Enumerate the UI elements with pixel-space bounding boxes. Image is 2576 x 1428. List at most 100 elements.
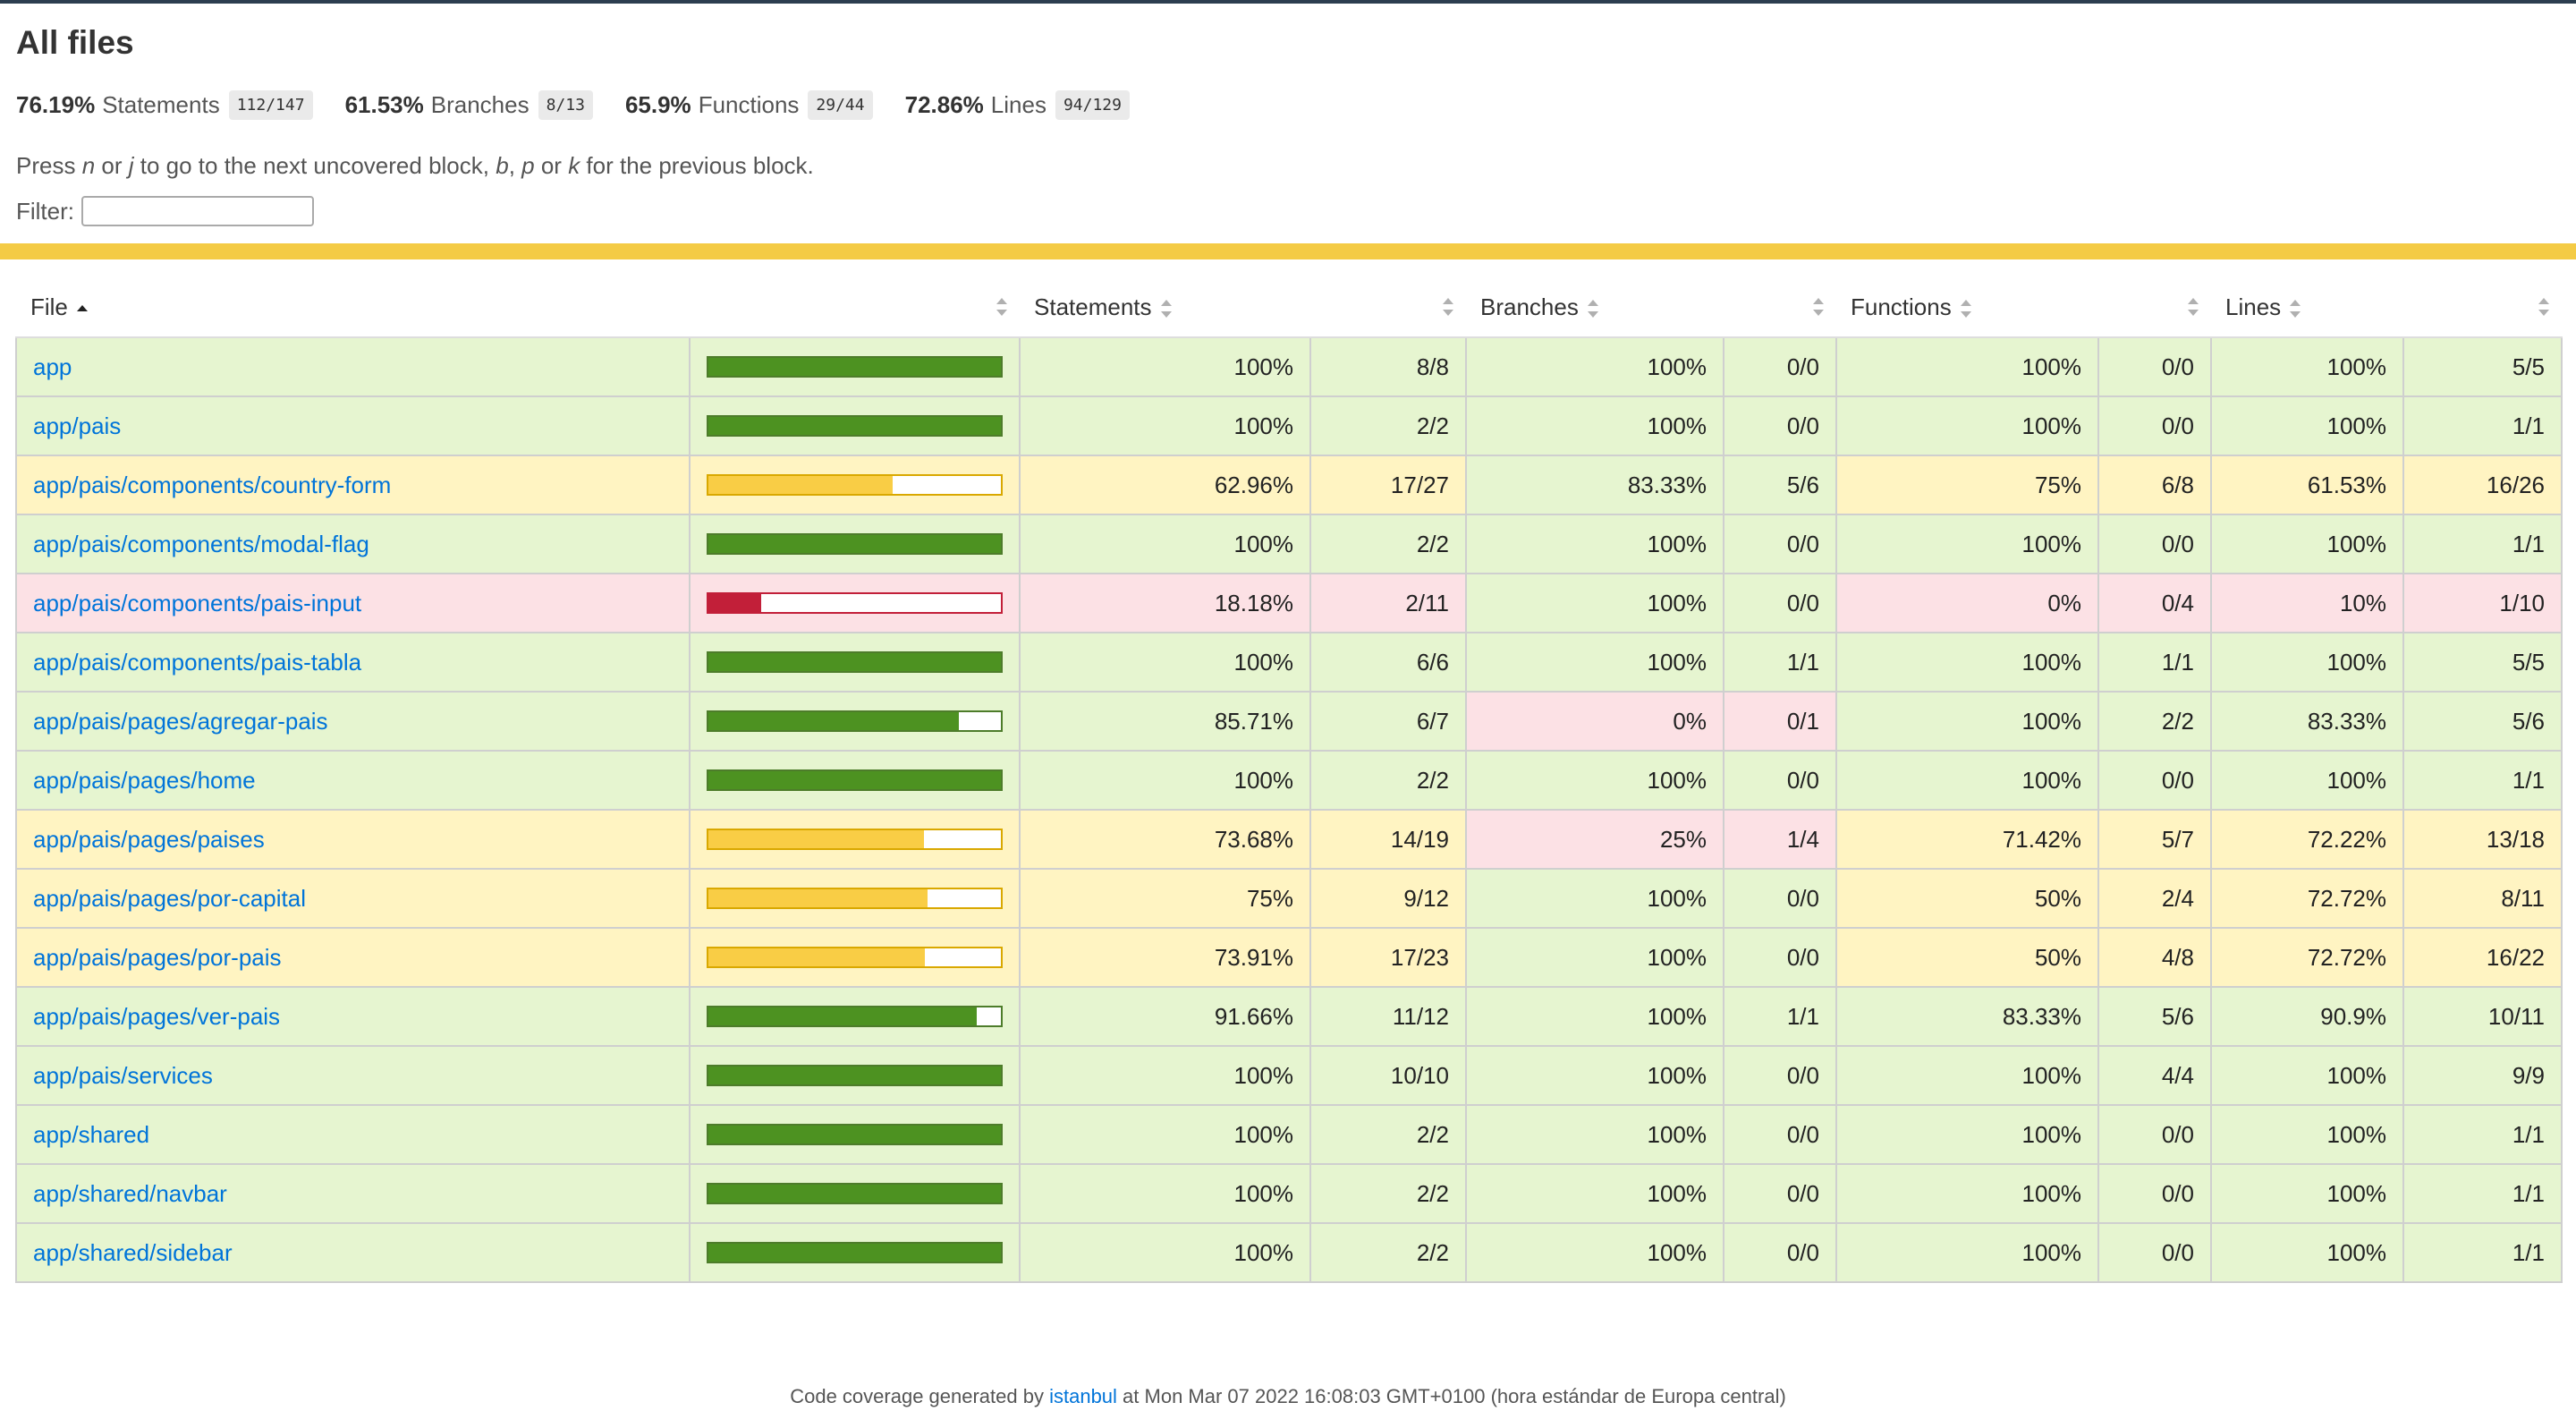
coverage-bar-cell [689,336,1021,397]
column-header-functions-raw[interactable] [2098,277,2211,338]
file-link[interactable]: app/shared [33,1120,150,1148]
column-header-branches[interactable]: Branches [1466,277,1724,338]
file-link[interactable]: app/pais/pages/ver-pais [33,1002,281,1030]
coverage-bar [707,1006,1003,1027]
branches-pct-cell: 100% [1465,632,1724,693]
branches-pct-cell: 0% [1465,691,1724,752]
branches-fraction-cell: 0/0 [1723,336,1837,397]
file-cell: app/pais/pages/paises [15,809,691,870]
statements-pct-cell: 100% [1019,336,1311,397]
statements-fraction-cell: 14/19 [1309,809,1467,870]
functions-pct-cell: 75% [1835,455,2099,515]
lines-pct-cell: 100% [2210,336,2404,397]
branches-fraction-cell: 0/0 [1723,868,1837,929]
file-link[interactable]: app/pais/components/pais-tabla [33,648,362,676]
lines-fraction-cell: 1/1 [2402,1104,2563,1165]
file-link[interactable]: app/pais/pages/por-pais [33,943,282,971]
column-header-lines-raw[interactable] [2403,277,2562,338]
summary-functions-fraction: 29/44 [808,89,873,120]
branches-pct-cell: 25% [1465,809,1724,870]
coverage-bar [707,947,1003,968]
lines-pct-cell: 10% [2210,573,2404,633]
coverage-bar [707,829,1003,850]
statements-pct-cell: 100% [1019,1104,1311,1165]
coverage-bar-fill [708,1067,1001,1084]
statements-pct-cell: 100% [1019,750,1311,811]
branches-fraction-cell: 0/1 [1723,691,1837,752]
file-link[interactable]: app/pais/services [33,1061,213,1089]
file-link[interactable]: app/shared/navbar [33,1179,227,1207]
lines-fraction-cell: 5/6 [2402,691,2563,752]
coverage-bar [707,415,1003,437]
lines-fraction-cell: 16/22 [2402,927,2563,988]
column-header-file-bar[interactable] [690,277,1020,338]
filter-input[interactable] [81,196,314,226]
lines-fraction-cell: 5/5 [2402,336,2563,397]
footer: Code coverage generated by istanbul at M… [790,1385,1786,1407]
branches-pct-cell: 100% [1465,868,1724,929]
sort-icon [1587,299,1598,318]
file-link[interactable]: app/pais/components/modal-flag [33,530,369,557]
functions-pct-cell: 100% [1835,395,2099,456]
istanbul-link[interactable]: istanbul [1049,1385,1117,1407]
statements-fraction-cell: 6/7 [1309,691,1467,752]
summary-branches-pct: 61.53% [344,90,424,118]
file-link[interactable]: app/pais/pages/por-capital [33,884,306,912]
branches-pct-cell: 100% [1465,927,1724,988]
branches-pct-cell: 100% [1465,1104,1724,1165]
coverage-bar-cell [689,1163,1021,1224]
summary-branches-fraction: 8/13 [538,89,593,120]
file-link[interactable]: app/pais/components/pais-input [33,589,362,616]
column-header-file[interactable]: File [16,277,690,338]
coverage-bar-cell [689,1104,1021,1165]
file-link[interactable]: app/pais/pages/home [33,766,256,794]
coverage-bar-fill [708,1185,1001,1203]
lines-fraction-cell: 1/1 [2402,395,2563,456]
statements-pct-cell: 62.96% [1019,455,1311,515]
sort-ascending-icon [76,300,88,318]
file-cell: app/pais/pages/por-capital [15,868,691,929]
lines-pct-cell: 72.22% [2210,809,2404,870]
functions-pct-cell: 50% [1835,927,2099,988]
column-header-statements-raw[interactable] [1310,277,1466,338]
file-link[interactable]: app/pais [33,412,122,439]
sort-icon [1813,298,1824,316]
file-cell: app/pais/components/modal-flag [15,514,691,574]
summary-branches-label: Branches [430,90,530,118]
summary-branches: 61.53% Branches 8/13 [344,89,593,120]
coverage-table: File Statements Branches Functions Lines… [15,277,2563,1283]
file-link[interactable]: app [33,353,72,380]
file-cell: app/pais/pages/por-pais [15,927,691,988]
column-header-branches-raw[interactable] [1724,277,1836,338]
lines-fraction-cell: 9/9 [2402,1045,2563,1106]
branches-pct-cell: 100% [1465,986,1724,1047]
file-link[interactable]: app/pais/pages/paises [33,825,265,853]
branches-fraction-cell: 0/0 [1723,573,1837,633]
coverage-bar-fill [708,948,925,966]
statements-fraction-cell: 9/12 [1309,868,1467,929]
statements-pct-cell: 100% [1019,632,1311,693]
statements-fraction-cell: 2/2 [1309,750,1467,811]
file-link[interactable]: app/pais/pages/agregar-pais [33,707,328,735]
lines-fraction-cell: 1/1 [2402,514,2563,574]
branches-pct-cell: 100% [1465,395,1724,456]
table-row: app/pais/components/modal-flag 100% 2/2 100… [15,514,2563,574]
functions-fraction-cell: 0/0 [2097,1222,2212,1283]
column-header-functions[interactable]: Functions [1836,277,2098,338]
file-link[interactable]: app/pais/components/country-form [33,471,392,498]
statements-pct-cell: 18.18% [1019,573,1311,633]
column-header-lines[interactable]: Lines [2211,277,2403,338]
file-cell: app/shared/navbar [15,1163,691,1224]
summary-functions-pct: 65.9% [624,90,691,118]
coverage-bar [707,1124,1003,1145]
functions-pct-cell: 100% [1835,632,2099,693]
branches-fraction-cell: 0/0 [1723,1163,1837,1224]
functions-fraction-cell: 0/4 [2097,573,2212,633]
file-link[interactable]: app/shared/sidebar [33,1238,233,1266]
functions-pct-cell: 83.33% [1835,986,2099,1047]
coverage-bar-cell [689,750,1021,811]
branches-pct-cell: 100% [1465,514,1724,574]
table-row: app/pais/pages/home 100% 2/2 100% 0/0 100% 0/0… [15,750,2563,811]
column-header-statements[interactable]: Statements [1020,277,1310,338]
table-row: app/pais/pages/agregar-pais 85.71% 6/7 0% 0/… [15,691,2563,752]
